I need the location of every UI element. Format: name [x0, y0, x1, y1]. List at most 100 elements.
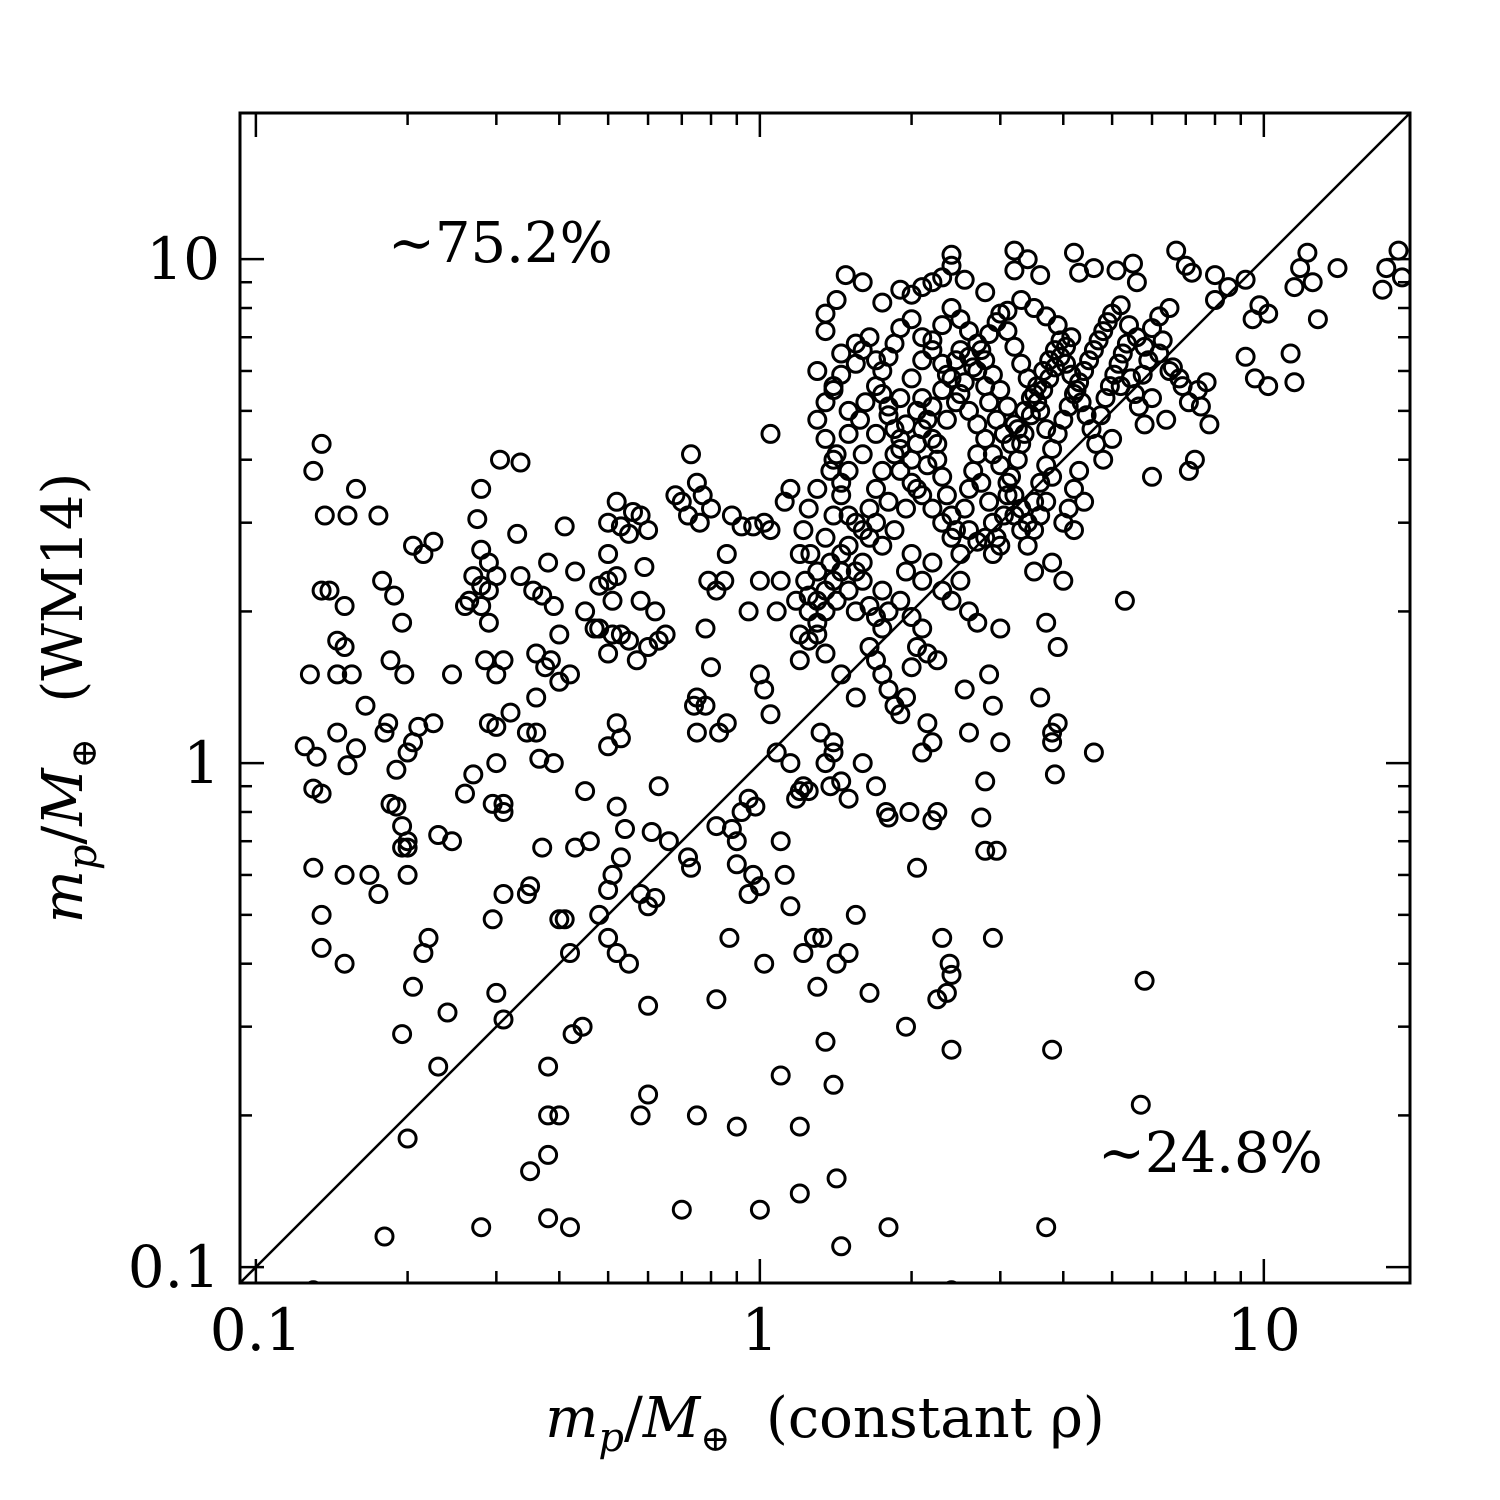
data-point: [831, 472, 852, 493]
data-point: [598, 643, 619, 664]
data-point: [760, 423, 781, 444]
data-point: [1036, 1217, 1057, 1238]
data-point: [800, 544, 821, 564]
data-point: [838, 788, 859, 809]
data-point: [936, 409, 957, 430]
data-point: [986, 840, 1007, 861]
data-point: [319, 580, 340, 601]
data-point: [810, 722, 831, 743]
data-point: [560, 943, 580, 963]
data-point: [598, 880, 619, 900]
data-point: [859, 327, 880, 348]
data-point: [954, 679, 975, 700]
data-point: [852, 520, 873, 541]
data-point: [1004, 336, 1025, 357]
data-point: [645, 601, 666, 622]
data-point: [1053, 570, 1074, 591]
data-point: [638, 995, 659, 1016]
data-point: [526, 722, 547, 743]
data-point: [303, 857, 324, 878]
data-point: [471, 539, 492, 560]
data-point: [606, 796, 627, 817]
data-point: [803, 927, 824, 948]
data-point: [807, 561, 828, 582]
data-point: [630, 1105, 651, 1126]
data-point: [793, 943, 814, 963]
data-point: [314, 505, 335, 526]
data-point: [950, 570, 971, 591]
data-point: [1050, 330, 1071, 351]
data-point: [368, 505, 389, 526]
data-point: [932, 315, 953, 336]
data-point: [774, 864, 795, 885]
data-point: [589, 618, 610, 639]
data-point: [392, 612, 413, 633]
data-point: [932, 512, 953, 533]
data-point: [701, 498, 721, 519]
data-point: [610, 847, 631, 868]
data-point: [749, 570, 770, 591]
data-point: [493, 884, 514, 904]
data-point: [901, 607, 922, 627]
data-point: [793, 520, 814, 541]
data-point: [500, 702, 521, 723]
data-point: [922, 732, 943, 753]
data-point: [922, 340, 943, 361]
data-point: [975, 428, 996, 449]
data-point: [899, 802, 920, 822]
data-point: [392, 837, 413, 858]
data-point: [1030, 472, 1051, 493]
data-point: [403, 976, 423, 997]
data-point: [721, 505, 742, 526]
data-point: [878, 491, 899, 512]
data-point: [1327, 258, 1348, 279]
x-tick-label: 1: [741, 1296, 778, 1364]
data-point: [1302, 272, 1323, 293]
data-point: [1297, 242, 1318, 263]
data-point: [1099, 376, 1120, 397]
data-point: [507, 523, 528, 544]
data-point: [890, 460, 911, 481]
data-point: [896, 1016, 916, 1037]
data-point: [311, 904, 332, 925]
data-point: [337, 755, 358, 776]
data-point: [959, 722, 979, 743]
data-point: [901, 544, 922, 564]
data-point: [671, 1199, 692, 1220]
data-point: [838, 505, 859, 526]
data-point: [721, 819, 742, 839]
data-point: [967, 612, 988, 633]
data-point: [823, 505, 844, 526]
data-point: [941, 590, 962, 611]
data-point: [789, 544, 810, 564]
data-point: [1258, 376, 1279, 397]
data-point: [896, 687, 916, 708]
data-point: [442, 664, 462, 685]
data-point: [927, 989, 948, 1010]
data-point: [1284, 277, 1305, 298]
data-point: [1088, 330, 1109, 351]
data-point: [526, 687, 547, 708]
data-point: [959, 520, 979, 541]
data-point: [812, 927, 833, 948]
data-point: [306, 746, 327, 767]
data-point: [815, 428, 836, 449]
data-point: [392, 1024, 413, 1045]
data-point: [493, 1009, 514, 1030]
data-point: [901, 657, 922, 678]
data-point: [423, 531, 444, 552]
data-point: [478, 612, 499, 633]
data-point: [602, 590, 623, 611]
data-point: [912, 419, 933, 440]
data-point: [815, 527, 836, 548]
data-point: [560, 664, 580, 685]
data-point: [648, 776, 669, 797]
data-point: [1011, 290, 1032, 310]
y-tick-label: 1: [183, 729, 220, 797]
data-point: [437, 1002, 458, 1023]
data-point: [359, 864, 380, 885]
data-point: [967, 444, 988, 465]
data-point: [749, 1199, 770, 1220]
data-point: [1036, 419, 1057, 440]
data-point: [997, 300, 1018, 321]
